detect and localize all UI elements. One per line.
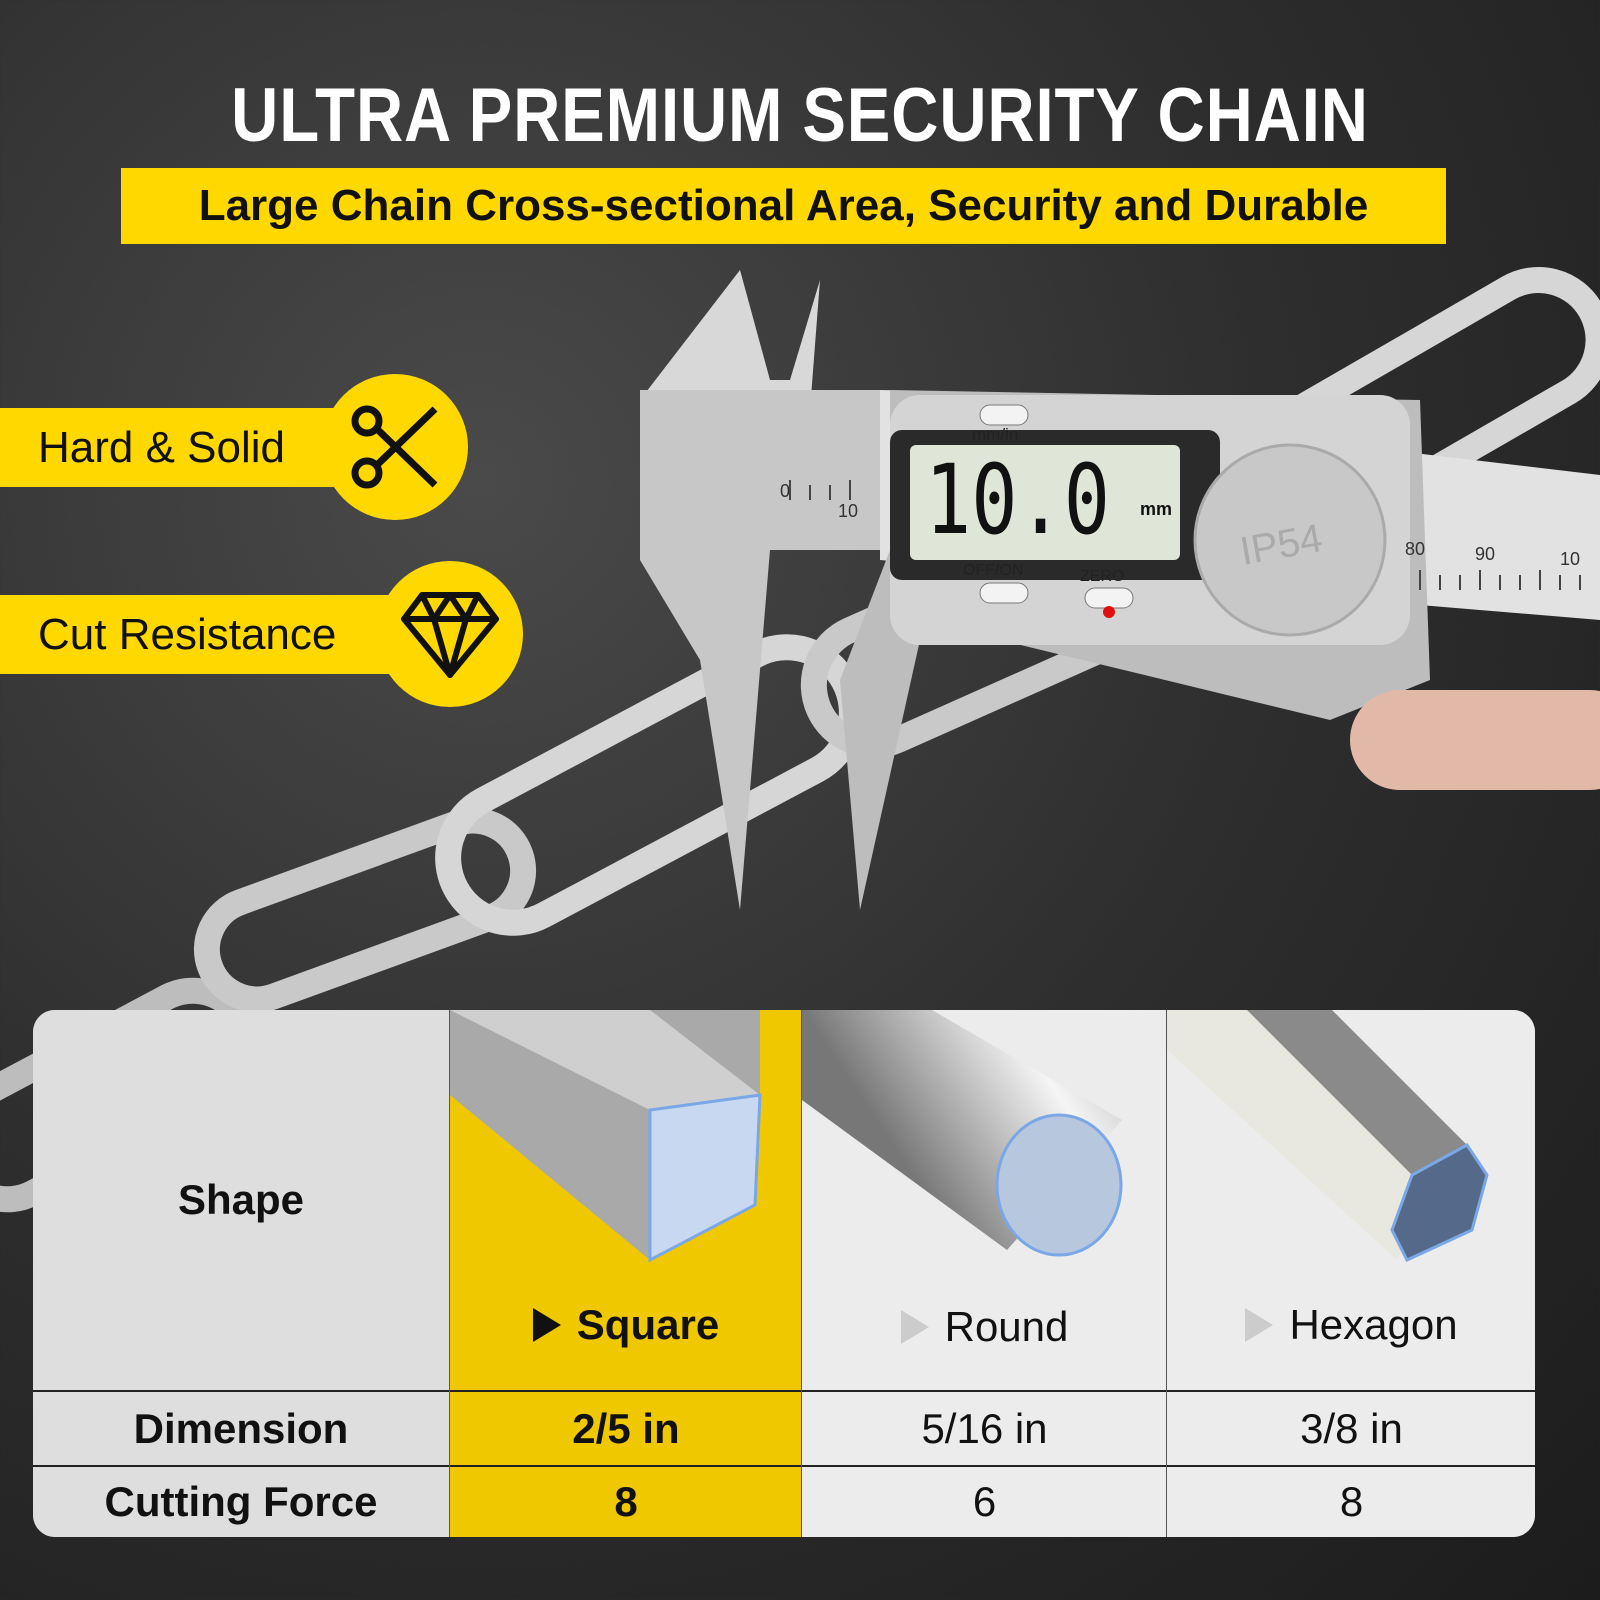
zero-button-label[interactable]: ZERO — [1080, 568, 1125, 585]
arrow-icon — [900, 1310, 929, 1344]
scissors-icon — [322, 374, 468, 520]
page-title: ULTRA PREMIUM SECURITY CHAIN — [231, 73, 1369, 158]
subtitle-banner: Large Chain Cross-sectional Area, Securi… — [121, 168, 1446, 244]
scale-label: 0 — [780, 481, 791, 501]
arrow-icon — [1245, 1308, 1274, 1342]
chain-link — [193, 807, 537, 1013]
cutting-force-square: 8 — [450, 1465, 802, 1537]
caliper-body-icon — [640, 270, 1600, 910]
digital-caliper: mm/in 10.0 mm OFF/ON ZERO IP54 0 10 80 9… — [640, 260, 1600, 920]
row-label-cutting-force: Cutting Force — [33, 1465, 449, 1537]
reading-unit: mm — [1140, 499, 1173, 519]
dimension-hexagon: 3/8 in — [1167, 1390, 1535, 1465]
column-round: Round 5/16 in 6 — [801, 1010, 1167, 1537]
cutting-force-hexagon: 8 — [1167, 1465, 1535, 1537]
comparison-table: Shape Dimension Cutting Force Square 2/5… — [33, 1010, 1535, 1537]
row-label-shape: Shape — [177, 1176, 305, 1223]
unit-button-label[interactable]: mm/in — [972, 425, 1019, 444]
round-bar-icon — [802, 1010, 1123, 1257]
shape-label-round: Round — [802, 1292, 1167, 1362]
feature-label: Cut Resistance — [38, 609, 337, 659]
feature-cut-resistance: Cut Resistance — [0, 595, 400, 674]
shape-label-square: Square — [450, 1290, 802, 1360]
finger-image — [1350, 690, 1600, 790]
feature-label: Hard & Solid — [38, 422, 286, 472]
shape-label-hexagon: Hexagon — [1167, 1290, 1535, 1360]
scale-label: 10 — [1560, 549, 1581, 569]
column-square: Square 2/5 in 8 — [449, 1010, 802, 1537]
square-bar-icon — [450, 1010, 762, 1263]
dimension-round: 5/16 in — [802, 1390, 1167, 1465]
power-button-label[interactable]: OFF/ON — [963, 562, 1024, 579]
label-column: Shape Dimension Cutting Force — [33, 1010, 449, 1537]
row-label-dimension: Dimension — [33, 1390, 449, 1465]
caliper-reading: 10.0 — [925, 444, 1110, 556]
selected-arrow-icon — [532, 1308, 561, 1342]
scale-label: 80 — [1405, 539, 1426, 559]
hexagon-bar-icon — [1167, 1010, 1489, 1262]
scale-label: 10 — [838, 501, 859, 521]
cutting-force-round: 6 — [802, 1465, 1167, 1537]
diamond-icon — [377, 561, 523, 707]
column-hexagon: Hexagon 3/8 in 8 — [1166, 1010, 1535, 1537]
dimension-square: 2/5 in — [450, 1390, 802, 1465]
feature-hard-solid: Hard & Solid — [0, 408, 345, 487]
scale-label: 90 — [1475, 544, 1496, 564]
